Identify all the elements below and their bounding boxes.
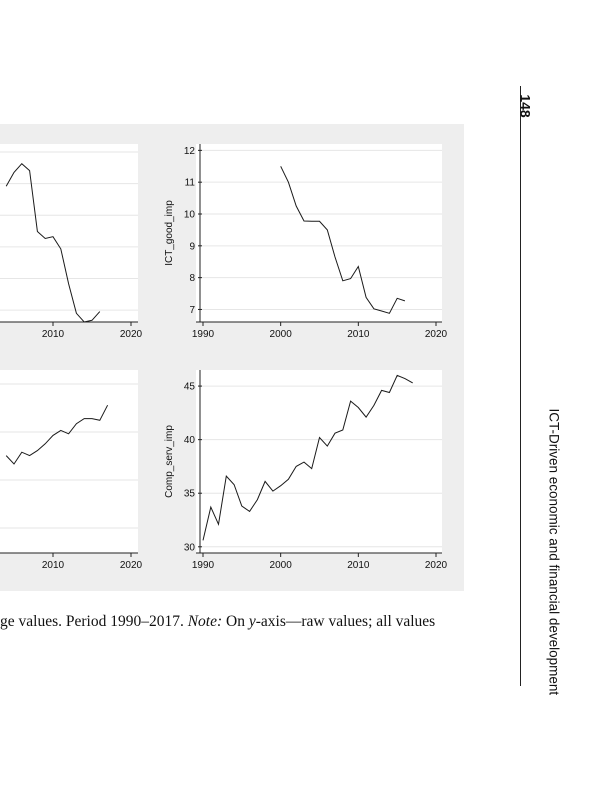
figure-caption: ge values. Period 1990–2017. Note: On y-…: [0, 612, 490, 632]
chart-panel-4: 30 35 40 45 Comp_serv_imp 1990 2000 2010 2020: [164, 370, 448, 571]
chart-panel-1: 2010 2020: [0, 144, 143, 340]
series-line: [202, 374, 413, 541]
y-axis-label: Comp_serv_imp: [164, 425, 175, 498]
x-tick-label: 2010: [42, 560, 65, 571]
caption-text-1: ge values. Period 1990–2017.: [0, 613, 188, 630]
plot-area: [196, 144, 442, 322]
running-head: ICT-Driven economic and financial develo…: [546, 408, 562, 696]
caption-y-italic: y: [248, 613, 256, 630]
caption-text-2: On: [222, 613, 249, 630]
plot-area: [196, 370, 442, 553]
x-tick-label: 1990: [192, 560, 215, 571]
y-tick-label: 9: [189, 241, 195, 252]
x-tick-label: 2020: [425, 329, 448, 340]
plot-area: [0, 144, 138, 322]
y-tick-label: 30: [184, 542, 196, 553]
plot-area: [0, 370, 138, 553]
caption-text-3: -axis—raw values; all values: [255, 613, 436, 630]
x-tick-label: 2000: [270, 329, 293, 340]
series-line: [5, 162, 101, 323]
x-tick-label: 2000: [270, 560, 293, 571]
y-tick-label: 11: [185, 178, 196, 189]
y-tick-label: 8: [189, 273, 195, 284]
y-tick-label: 35: [184, 489, 196, 500]
x-tick-label: 2010: [347, 560, 370, 571]
x-tick-label: 2020: [120, 329, 143, 340]
x-tick-label: 2010: [347, 329, 370, 340]
x-tick-label: 1990: [192, 329, 215, 340]
y-tick-label: 10: [184, 210, 196, 221]
series-line: [280, 166, 406, 314]
chart-panel-2: 7 8 9 10 11 12 ICT_good_imp 1990 2000 2010 2020: [164, 144, 448, 340]
y-tick-label: 12: [184, 146, 196, 157]
y-tick-label: 40: [184, 435, 196, 446]
chart-panel-3: 2010 2020: [0, 370, 143, 571]
y-tick-label: 45: [184, 382, 196, 393]
series-line: [5, 404, 109, 465]
x-tick-label: 2020: [120, 560, 143, 571]
y-axis-label: ICT_good_imp: [164, 200, 175, 266]
x-tick-label: 2020: [425, 560, 448, 571]
x-tick-label: 2010: [42, 329, 65, 340]
margin-rule: [520, 86, 521, 686]
caption-note-label: Note:: [187, 613, 223, 630]
page-number: 148: [517, 94, 534, 118]
y-tick-label: 7: [189, 305, 195, 316]
